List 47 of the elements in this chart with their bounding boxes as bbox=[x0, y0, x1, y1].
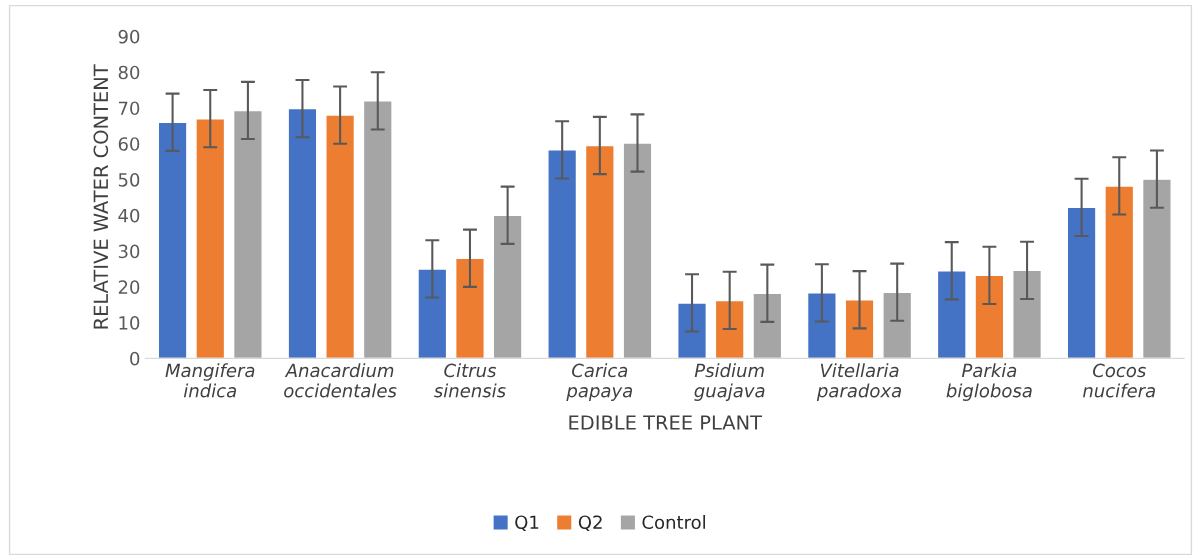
bar bbox=[1066, 206, 1097, 359]
y-tick-label: 40 bbox=[118, 208, 140, 223]
bar bbox=[584, 144, 615, 359]
bar bbox=[287, 107, 318, 359]
bar bbox=[195, 117, 226, 359]
y-tick-label: 20 bbox=[118, 280, 140, 294]
x-tick-label: Psidium guajava bbox=[694, 363, 765, 401]
y-axis-title: RELATIVE WATER CONTENT bbox=[93, 64, 109, 329]
bar bbox=[677, 302, 708, 359]
y-tick-label: 80 bbox=[118, 65, 140, 80]
x-tick-label: Parkia biglobosa bbox=[946, 363, 1032, 401]
y-tick-label: 60 bbox=[118, 137, 140, 151]
bar bbox=[492, 214, 523, 359]
x-tick-label: Citrus sinensis bbox=[434, 363, 506, 398]
bar bbox=[844, 299, 875, 359]
bar bbox=[157, 121, 188, 359]
bar bbox=[1012, 269, 1043, 359]
x-tick-label: Carica papaya bbox=[566, 363, 633, 401]
bar bbox=[454, 257, 485, 359]
x-axis-title: EDIBLE TREE PLANT bbox=[569, 415, 763, 430]
x-tick-label: Cocos nucifera bbox=[1083, 363, 1155, 398]
y-tick-label: 50 bbox=[118, 172, 140, 187]
x-tick-label: Vitellaria paradoxa bbox=[816, 363, 901, 401]
bar bbox=[417, 268, 448, 359]
bar bbox=[752, 292, 783, 359]
y-tick-label: 10 bbox=[119, 316, 140, 330]
y-tick-label: 90 bbox=[118, 29, 140, 44]
bar bbox=[622, 142, 653, 359]
bar bbox=[232, 109, 263, 359]
legend-label: Q1 bbox=[515, 515, 539, 532]
bar bbox=[547, 149, 578, 359]
legend-label: Control bbox=[642, 515, 705, 530]
y-tick-label: 30 bbox=[118, 244, 140, 259]
bar bbox=[714, 299, 745, 359]
bar bbox=[882, 291, 913, 359]
x-tick-label: Mangifera indica bbox=[165, 363, 255, 398]
bar bbox=[806, 292, 837, 359]
bar bbox=[936, 270, 967, 359]
x-tick-label: Anacardium occidentales bbox=[284, 363, 397, 398]
bar bbox=[1141, 178, 1172, 359]
y-tick-label: 70 bbox=[118, 101, 140, 116]
y-tick-label: 0 bbox=[130, 351, 140, 366]
bar bbox=[325, 114, 356, 359]
bar bbox=[1104, 185, 1135, 359]
bar bbox=[362, 100, 393, 359]
legend-label: Q2 bbox=[578, 515, 602, 532]
bar bbox=[974, 274, 1005, 359]
